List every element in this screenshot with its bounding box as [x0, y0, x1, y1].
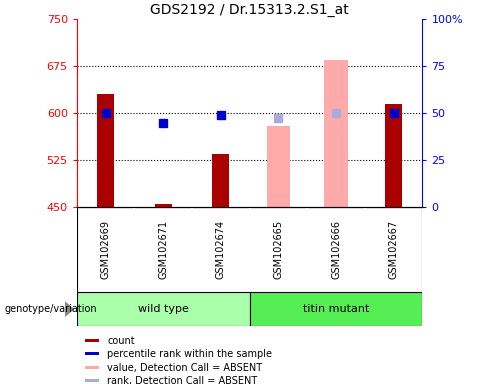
Text: rank, Detection Call = ABSENT: rank, Detection Call = ABSENT — [108, 376, 258, 384]
Bar — [267, 126, 290, 207]
Text: value, Detection Call = ABSENT: value, Detection Call = ABSENT — [108, 363, 263, 373]
Text: GSM102669: GSM102669 — [101, 220, 110, 279]
Bar — [324, 60, 348, 207]
Bar — [84, 366, 99, 369]
Bar — [97, 94, 114, 207]
Bar — [77, 292, 250, 326]
Bar — [84, 353, 99, 355]
Polygon shape — [65, 301, 74, 317]
Bar — [212, 154, 229, 207]
Bar — [155, 204, 172, 207]
Text: GSM102665: GSM102665 — [274, 220, 283, 279]
Text: titin mutant: titin mutant — [303, 304, 369, 314]
Text: wild type: wild type — [138, 304, 189, 314]
Title: GDS2192 / Dr.15313.2.S1_at: GDS2192 / Dr.15313.2.S1_at — [150, 3, 349, 17]
Text: count: count — [108, 336, 135, 346]
Text: GSM102674: GSM102674 — [216, 220, 226, 279]
Text: GSM102667: GSM102667 — [389, 220, 398, 279]
Bar — [84, 339, 99, 342]
Text: percentile rank within the sample: percentile rank within the sample — [108, 349, 272, 359]
Text: GSM102666: GSM102666 — [331, 220, 341, 279]
Bar — [84, 379, 99, 382]
Bar — [385, 104, 402, 207]
Bar — [77, 207, 422, 292]
Bar — [250, 292, 422, 326]
Text: genotype/variation: genotype/variation — [5, 304, 97, 314]
Text: GSM102671: GSM102671 — [158, 220, 168, 279]
